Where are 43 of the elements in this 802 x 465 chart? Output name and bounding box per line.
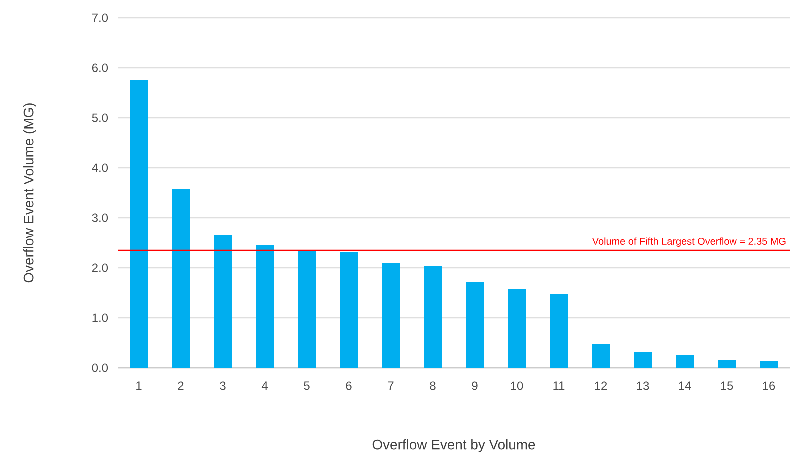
y-tick-label: 7.0 bbox=[92, 14, 108, 22]
bar bbox=[424, 266, 442, 368]
x-tick-label: 6 bbox=[346, 382, 352, 390]
bar bbox=[466, 282, 484, 368]
x-tick-label: 15 bbox=[721, 382, 734, 390]
x-tick-label: 5 bbox=[304, 382, 310, 390]
x-tick-label: 13 bbox=[637, 382, 650, 390]
bar bbox=[256, 246, 274, 368]
y-tick-label: 0.0 bbox=[92, 364, 108, 372]
x-tick-label: 9 bbox=[472, 382, 478, 390]
x-tick-label: 16 bbox=[763, 382, 776, 390]
x-tick-label: 1 bbox=[136, 382, 142, 390]
bar bbox=[340, 252, 358, 368]
bar bbox=[634, 352, 652, 368]
y-axis-title: Overflow Event Volume (MG) bbox=[24, 104, 36, 283]
ref-line-label: Volume of Fifth Largest Overflow = 2.35 MG bbox=[592, 238, 786, 247]
x-tick-label: 7 bbox=[388, 382, 394, 390]
x-tick-label: 12 bbox=[595, 382, 608, 390]
bar bbox=[172, 190, 190, 368]
x-tick-label: 4 bbox=[262, 382, 268, 390]
x-tick-label: 11 bbox=[554, 382, 565, 390]
bar bbox=[382, 263, 400, 368]
bar bbox=[508, 290, 526, 368]
y-tick-label: 3.0 bbox=[92, 214, 108, 222]
bar bbox=[130, 80, 148, 368]
x-tick-label: 10 bbox=[511, 382, 524, 390]
x-tick-label: 8 bbox=[430, 382, 436, 390]
y-tick-label: 1.0 bbox=[92, 314, 108, 322]
x-tick-label: 3 bbox=[220, 382, 226, 390]
y-tick-label: 5.0 bbox=[92, 114, 108, 122]
y-tick-label: 2.0 bbox=[92, 264, 108, 272]
bar bbox=[550, 294, 568, 368]
bar bbox=[676, 356, 694, 368]
y-tick-label: 4.0 bbox=[92, 164, 108, 172]
bar bbox=[592, 344, 610, 368]
bar bbox=[214, 236, 232, 368]
x-tick-label: 2 bbox=[178, 382, 184, 390]
x-axis-title: Overflow Event by Volume bbox=[372, 439, 536, 452]
y-tick-label: 6.0 bbox=[92, 64, 108, 72]
bar bbox=[760, 362, 778, 368]
bar bbox=[298, 250, 316, 368]
bar bbox=[718, 360, 736, 368]
x-tick-label: 14 bbox=[679, 382, 692, 390]
